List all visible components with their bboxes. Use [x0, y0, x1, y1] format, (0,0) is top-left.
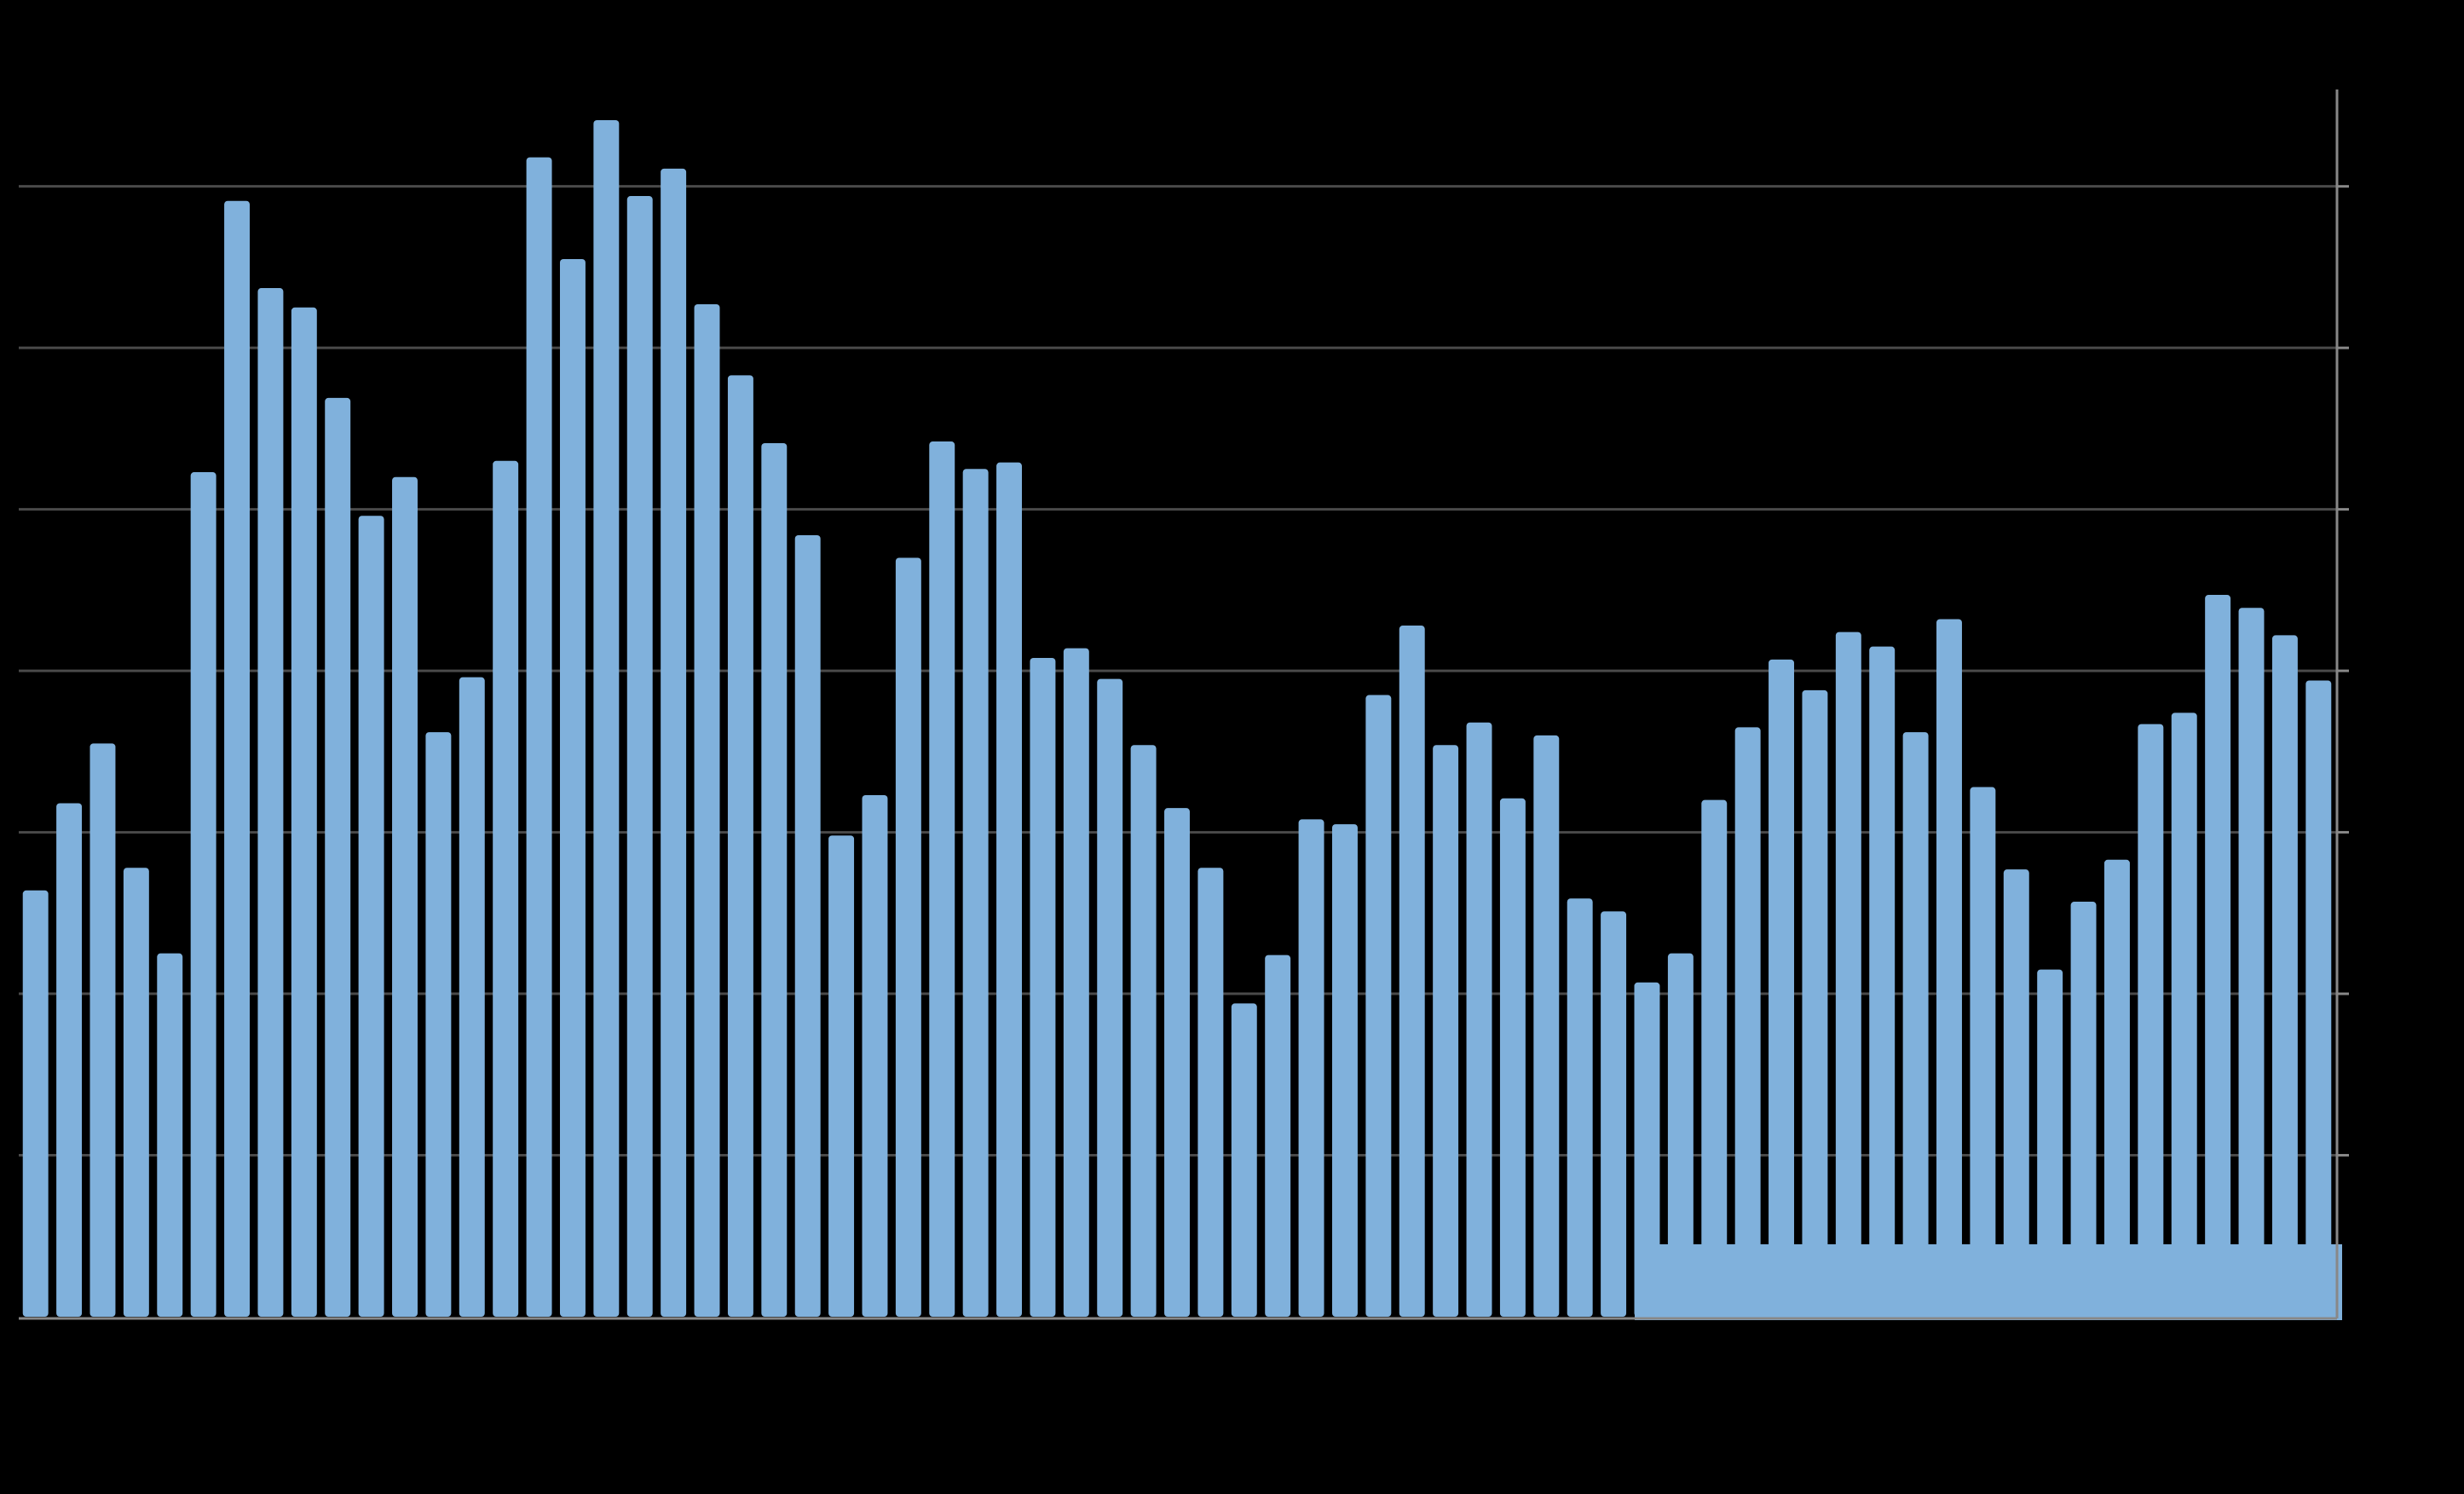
- bar: [1466, 722, 1492, 1317]
- bar: [929, 441, 955, 1317]
- bar: [661, 168, 687, 1318]
- bar: [1130, 745, 1157, 1317]
- bar: [2238, 608, 2265, 1317]
- bar: [1902, 732, 1929, 1317]
- bar: [2305, 680, 2332, 1317]
- bar: [2171, 712, 2197, 1317]
- bar: [1433, 745, 1459, 1317]
- bar: [1063, 648, 1089, 1317]
- bar: [1667, 953, 1694, 1317]
- bar: [493, 460, 519, 1317]
- bar: [996, 462, 1023, 1317]
- bar: [828, 835, 855, 1317]
- bar: [526, 157, 552, 1317]
- bar: [761, 442, 788, 1317]
- bar: [1331, 824, 1358, 1317]
- bar: [291, 307, 317, 1318]
- bar: [2271, 635, 2298, 1317]
- bar: [425, 732, 452, 1317]
- bar: [962, 469, 989, 1317]
- bar: [1601, 911, 1627, 1317]
- bar: [257, 288, 284, 1318]
- bar: [1769, 659, 1795, 1317]
- bar: [190, 472, 216, 1317]
- bar: [626, 196, 653, 1318]
- bar: [593, 120, 620, 1317]
- bar: [1533, 735, 1560, 1317]
- bar: [459, 677, 485, 1317]
- bar: [1298, 819, 1324, 1317]
- bar: [2003, 869, 2029, 1317]
- bar: [1936, 619, 1962, 1317]
- bar: [123, 868, 149, 1317]
- bar: [2138, 724, 2164, 1317]
- bar: [1869, 646, 1896, 1317]
- bar: [1265, 955, 1291, 1317]
- bar: [22, 890, 49, 1317]
- bar: [1097, 678, 1123, 1317]
- bar: [794, 534, 821, 1317]
- bar: [1197, 868, 1224, 1317]
- bar: [862, 795, 888, 1317]
- bar: [89, 743, 116, 1317]
- bar: [224, 200, 251, 1318]
- bar: [1499, 798, 1526, 1317]
- bar: [1164, 808, 1190, 1317]
- bar: [157, 953, 183, 1317]
- bar: [392, 476, 418, 1317]
- bar: [1970, 787, 1996, 1317]
- bar: [1634, 982, 1660, 1317]
- bar: [1365, 695, 1392, 1317]
- bar: [1835, 632, 1861, 1317]
- bar: [559, 258, 586, 1317]
- overlay-panel: [1635, 1244, 2342, 1320]
- bar: [358, 516, 384, 1317]
- bar: [1399, 626, 1425, 1317]
- bar: [1701, 799, 1728, 1317]
- bar: [727, 375, 753, 1317]
- bar: [325, 397, 351, 1317]
- bar: [1231, 1003, 1257, 1317]
- bar: [56, 803, 83, 1317]
- bar: [1734, 727, 1761, 1317]
- bar: [2070, 902, 2097, 1317]
- bar: [2103, 859, 2130, 1317]
- bar: [1030, 657, 1056, 1317]
- bar: [2037, 969, 2063, 1317]
- bar: [694, 304, 720, 1317]
- bar: [895, 557, 921, 1317]
- bar: [2205, 595, 2231, 1317]
- bar: [1802, 689, 1828, 1317]
- bar: [1567, 898, 1593, 1317]
